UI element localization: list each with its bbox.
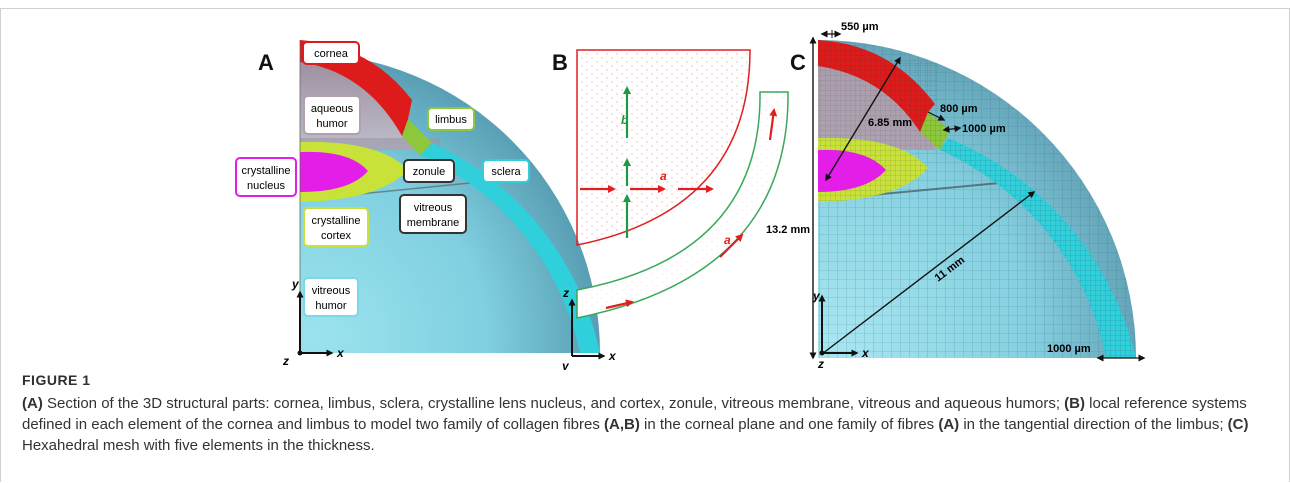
limbus-fibre-arrow-mid	[719, 233, 744, 258]
svg-text:y: y	[561, 359, 570, 370]
crystalline-nucleus-region	[300, 151, 368, 192]
svg-text:vitreous: vitreous	[414, 202, 453, 214]
panel-c-letter: C	[790, 50, 806, 75]
frame-left-border	[0, 8, 1, 482]
svg-text:aqueous: aqueous	[311, 103, 354, 115]
label-limbus: limbus	[427, 107, 475, 131]
caption-text: in the tangential direction of the limbu…	[959, 416, 1228, 433]
caption-ref: (C)	[1227, 416, 1249, 433]
caption-ref: (A)	[938, 416, 960, 433]
label-crystalline-cortex: crystalline cortex	[303, 207, 369, 247]
svg-text:zonule: zonule	[413, 166, 445, 178]
label-aqueous-humor: aqueous humor	[303, 95, 361, 135]
svg-text:x: x	[336, 346, 345, 360]
svg-text:y: y	[291, 277, 300, 291]
limbus-fibre-arrow-bottom	[605, 299, 634, 310]
svg-text:z: z	[817, 357, 824, 370]
label-sclera: sclera	[482, 159, 530, 183]
caption-text: in the corneal plane and one family of f…	[639, 416, 939, 433]
dim-1000-bottom-label: 1000 µm	[1047, 343, 1091, 355]
svg-text:nucleus: nucleus	[247, 180, 285, 192]
label-crystalline-nucleus: crystalline nucleus	[235, 157, 297, 197]
figure-image: A cornea aqueous humor	[235, 21, 1146, 370]
svg-text:z: z	[562, 286, 569, 300]
dim-550-label: 550 µm	[841, 21, 879, 33]
svg-text:crystalline: crystalline	[242, 165, 291, 177]
svg-text:z: z	[282, 354, 289, 368]
svg-text:membrane: membrane	[407, 217, 460, 229]
limbus-fibre-arrow-top	[768, 108, 778, 141]
limbus-fibre-label: a	[724, 233, 731, 247]
svg-text:vitreous: vitreous	[312, 285, 351, 297]
caption-text: local reference systems defined in each …	[22, 395, 1247, 433]
caption-text: Hexahedral mesh with five elements in th…	[22, 437, 375, 454]
figure-frame	[0, 8, 1290, 483]
panel-b-letter: B	[552, 50, 568, 75]
caption-ref: (A)	[22, 395, 43, 412]
svg-text:cornea: cornea	[314, 48, 349, 60]
panel-c-axes: y x z	[812, 289, 870, 370]
sclera-region	[420, 143, 600, 353]
figure-caption: (A) Section of the 3D structural parts: …	[22, 393, 1262, 456]
svg-text:sclera: sclera	[491, 166, 521, 178]
panel-a-axes: y x z	[282, 277, 345, 368]
svg-text:humor: humor	[315, 300, 347, 312]
cornea-element-region	[576, 49, 751, 246]
dim-1000-top-label: 1000 µm	[962, 123, 1006, 135]
svg-text:cortex: cortex	[321, 230, 351, 242]
svg-text:x: x	[861, 346, 870, 360]
panel-b-axes: z x y	[561, 286, 617, 370]
label-zonule: zonule	[403, 159, 455, 183]
label-vitreous-membrane: vitreous membrane	[399, 194, 467, 234]
caption-ref: (A,B)	[604, 416, 640, 433]
caption-text: Section of the 3D structural parts: corn…	[42, 395, 1065, 412]
fibre-a-label: a	[660, 169, 667, 183]
caption-ref: (B)	[1064, 395, 1085, 412]
svg-text:crystalline: crystalline	[312, 215, 361, 227]
label-cornea: cornea	[302, 41, 360, 65]
svg-text:x: x	[608, 349, 617, 363]
dim-132-label: 13.2 mm	[766, 224, 810, 236]
svg-text:limbus: limbus	[435, 114, 467, 126]
panel-c: C 550 µm	[766, 21, 1146, 370]
fibre-b-label: b	[621, 113, 628, 127]
label-vitreous-humor: vitreous humor	[303, 277, 359, 317]
svg-text:humor: humor	[316, 118, 348, 130]
panel-a: A cornea aqueous humor	[235, 40, 600, 368]
dim-685-label: 6.85 mm	[868, 117, 912, 129]
panel-b: B b a a z x y	[552, 49, 789, 370]
dim-800-label: 800 µm	[940, 103, 978, 115]
svg-text:y: y	[812, 289, 821, 303]
panel-a-letter: A	[258, 50, 274, 75]
figure-label: FIGURE 1	[22, 372, 91, 388]
limbus-region	[402, 119, 432, 155]
